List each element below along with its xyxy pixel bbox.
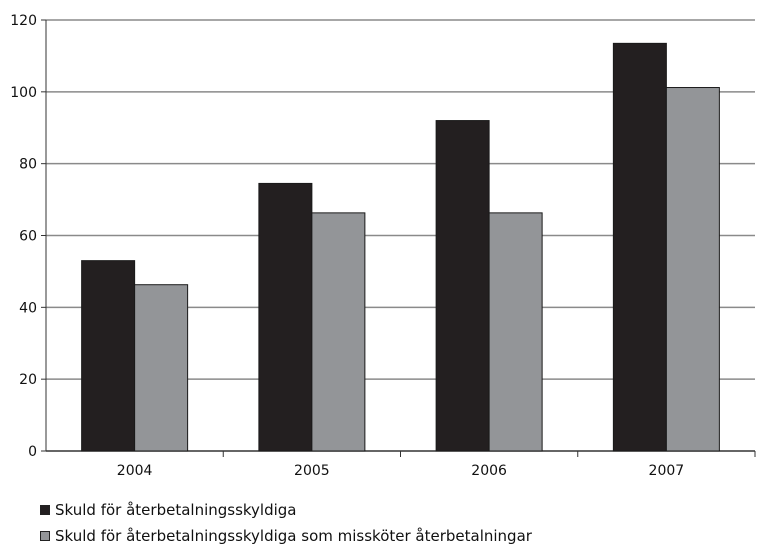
bar-2006-series-2 — [488, 212, 543, 452]
y-tick-label-120: 120 — [10, 13, 37, 29]
bar-2007-series-2 — [665, 87, 720, 452]
legend-label-series-2: Skuld för återbetalningsskyldiga som mis… — [55, 527, 532, 545]
x-tick-label-2007: 2007 — [649, 463, 685, 479]
bar-2004-series-2 — [134, 284, 189, 452]
x-tick-label-2005: 2005 — [294, 463, 330, 479]
x-tick-label-2004: 2004 — [117, 463, 153, 479]
y-tick-label-100: 100 — [10, 85, 37, 101]
bar-2004-series-1 — [81, 260, 136, 452]
legend-swatch-series-2 — [40, 531, 50, 541]
y-tick-label-60: 60 — [19, 229, 37, 245]
y-tick-label-80: 80 — [19, 157, 37, 173]
legend-label-series-1: Skuld för återbetalningsskyldiga — [55, 501, 297, 519]
bar-2006-series-1 — [435, 120, 490, 452]
bar-2005-series-2 — [311, 212, 366, 452]
legend-item-series-2: Skuld för återbetalningsskyldiga som mis… — [40, 523, 532, 549]
bar-2007-series-1 — [612, 42, 667, 452]
y-tick-label-0: 0 — [28, 444, 37, 460]
y-tick-label-20: 20 — [19, 372, 37, 388]
legend-swatch-series-1 — [40, 505, 50, 515]
x-tick-label-2006: 2006 — [471, 463, 507, 479]
bar-2005-series-1 — [258, 182, 313, 452]
legend: Skuld för återbetalningsskyldiga Skuld f… — [40, 497, 532, 549]
legend-item-series-1: Skuld för återbetalningsskyldiga — [40, 497, 532, 523]
y-tick-label-40: 40 — [19, 300, 37, 316]
